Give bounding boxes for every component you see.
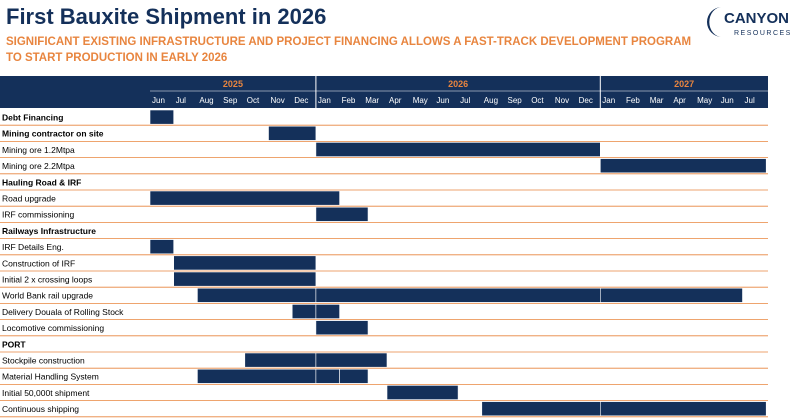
month-label: Apr [389,96,402,105]
month-label: May [413,96,428,105]
task-bar [149,190,340,206]
year-label: 2025 [223,79,243,89]
task-label: Mining contractor on site [2,129,104,139]
task-bar [315,368,340,384]
task-label: Mining ore 1.2Mtpa [2,145,75,155]
task-label: Continuous shipping [2,404,79,414]
task-bar [386,385,459,400]
task-label: Road upgrade [2,194,56,204]
task-bar [197,368,317,384]
month-label: Feb [342,96,356,105]
task-label: IRF Details Eng. [2,242,64,252]
task-label: Hauling Road & IRF [2,177,81,187]
task-bar [173,255,317,271]
task-label: Stockpile construction [2,356,85,366]
task-label: Locomotive commissioning [2,323,104,333]
timeline-header [0,76,768,108]
month-label: Jun [152,96,165,105]
month-label: Jul [176,96,186,105]
company-logo: CANYON RESOURCES [707,7,792,37]
month-label: May [697,96,712,105]
task-label: World Bank rail upgrade [2,291,93,301]
task-label: PORT [2,339,26,349]
task-bar [315,304,340,319]
month-label: Nov [555,96,569,105]
page-subtitle: SIGNIFICANT EXISTING INFRASTRUCTURE AND … [6,36,692,64]
year-label: 2026 [448,79,468,89]
page-title: First Bauxite Shipment in 2026 [6,4,327,29]
month-label: Dec [579,96,593,105]
task-bar [244,352,317,368]
logo-swoosh-icon [707,7,722,37]
month-label: Mar [650,96,664,105]
month-label: Sep [508,96,523,105]
month-label: Aug [484,96,498,105]
month-label: Feb [626,96,640,105]
task-bar [197,287,317,303]
month-label: Aug [199,96,213,105]
task-bar [149,109,175,125]
task-bar [315,320,369,336]
task-label: Initial 50,000t shipment [2,388,90,398]
month-label: Oct [531,96,544,105]
month-label: Jun [721,96,734,105]
month-label: Jul [460,96,470,105]
task-bar [599,158,767,174]
task-bar [315,142,601,157]
task-label: Mining ore 2.2Mtpa [2,161,75,171]
task-label: IRF commissioning [2,210,75,220]
task-label: Material Handling System [2,372,99,382]
month-label: Jan [602,96,615,105]
month-label: Apr [673,96,686,105]
task-label: Delivery Douala of Rolling Stock [2,307,124,317]
task-label: Railways Infrastructure [2,226,96,236]
task-bar [599,287,743,303]
month-label: Sep [223,96,238,105]
task-bar [339,368,369,384]
month-label: Jun [436,96,449,105]
task-bar [268,125,317,141]
month-label: Jul [745,96,755,105]
task-bar [481,401,601,417]
task-bar [315,352,388,368]
task-bar [599,401,767,417]
task-bar [315,206,369,222]
month-label: Oct [247,96,260,105]
task-label: Construction of IRF [2,258,75,268]
task-bar [291,304,317,319]
task-label: Initial 2 x crossing loops [2,275,92,285]
month-label: Dec [294,96,308,105]
gantt-chart: 2025 2026 2027 Jun Jul Aug Sep Oct Nov Dec Jan Feb M… [0,76,768,418]
month-label: Mar [365,96,379,105]
year-label: 2027 [674,79,694,89]
logo-name: CANYON [724,10,789,27]
task-bar [315,287,601,303]
month-label: Nov [271,96,285,105]
task-bar [149,239,175,255]
logo-subname: RESOURCES [734,30,792,37]
month-label: Jan [318,96,331,105]
task-label: Debt Financing [2,113,63,123]
task-bar [173,271,317,287]
